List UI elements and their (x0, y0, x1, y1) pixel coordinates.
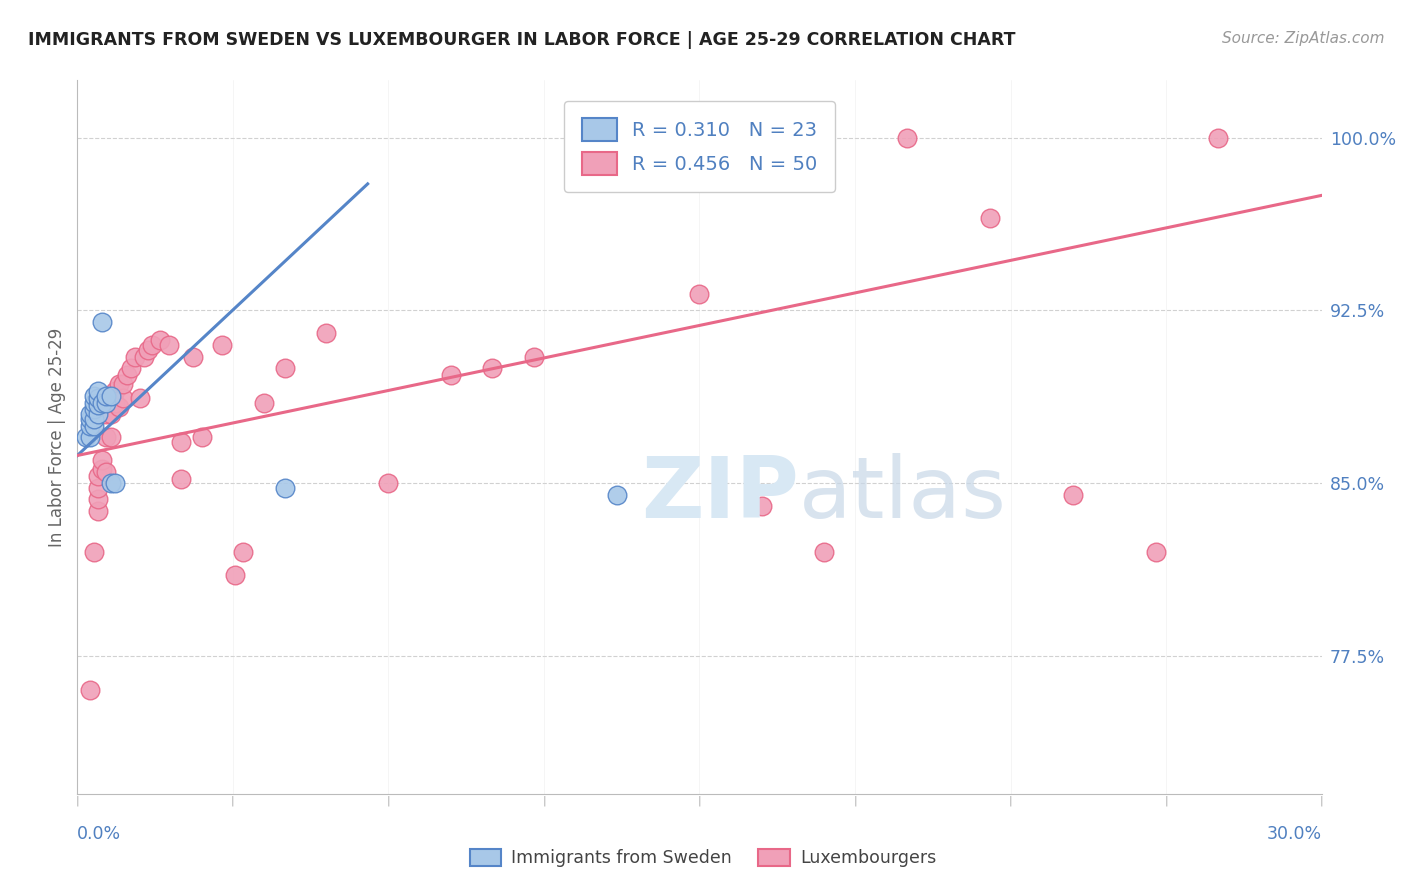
Point (183, 350, 205, 364)
Point (523, 350, 546, 364)
Point (170, 471, 193, 485)
Point (96, 430, 118, 444)
Text: 0.0%: 0.0% (77, 825, 121, 843)
Point (104, 476, 127, 491)
Point (83, 418, 105, 433)
Point (1206, 131, 1229, 145)
Point (91, 453, 114, 467)
Text: 30.0%: 30.0% (1267, 825, 1322, 843)
Point (149, 334, 172, 348)
Point (481, 361, 503, 376)
Point (79, 683, 101, 698)
Point (87, 492, 110, 507)
Point (136, 343, 159, 357)
Point (79, 418, 101, 433)
Point (96, 395, 118, 409)
Text: |: | (697, 796, 702, 806)
Text: |: | (231, 796, 235, 806)
Point (440, 368, 463, 382)
Point (91, 315, 114, 329)
Text: IMMIGRANTS FROM SWEDEN VS LUXEMBOURGER IN LABOR FORCE | AGE 25-29 CORRELATION CH: IMMIGRANTS FROM SWEDEN VS LUXEMBOURGER I… (28, 31, 1015, 49)
Text: ZIP: ZIP (641, 452, 799, 536)
Point (157, 338, 180, 352)
Point (87, 391, 110, 405)
Point (104, 395, 127, 409)
Point (896, 131, 918, 145)
Point (100, 430, 122, 444)
Text: |: | (1008, 796, 1012, 806)
Text: |: | (387, 796, 391, 806)
Point (100, 407, 122, 421)
Text: |: | (853, 796, 856, 806)
Point (191, 430, 214, 444)
Point (377, 476, 399, 491)
Point (87, 481, 110, 495)
Point (111, 391, 134, 405)
Point (100, 389, 122, 403)
Point (91, 462, 114, 476)
Legend: R = 0.310   N = 23, R = 0.456   N = 50: R = 0.310 N = 23, R = 0.456 N = 50 (564, 101, 835, 193)
Point (83, 402, 105, 417)
Point (751, 499, 773, 513)
Point (83, 389, 105, 403)
Point (108, 400, 131, 414)
Point (96, 389, 118, 403)
Point (91, 395, 114, 409)
Point (253, 395, 276, 409)
Point (120, 361, 142, 376)
Point (96, 407, 118, 421)
Point (83, 395, 105, 409)
Point (128, 391, 150, 405)
Point (87, 469, 110, 483)
Point (87, 398, 110, 412)
Point (170, 434, 193, 449)
Point (75, 430, 97, 444)
Point (79, 430, 101, 444)
Point (83, 411, 105, 425)
Point (111, 377, 134, 392)
Point (979, 211, 1001, 226)
Point (132, 350, 155, 364)
Point (104, 384, 127, 398)
Point (108, 377, 131, 392)
Point (141, 338, 163, 352)
Point (274, 481, 297, 495)
Point (79, 407, 101, 421)
Point (606, 488, 628, 502)
Point (232, 545, 254, 559)
Text: |: | (76, 796, 79, 806)
Text: |: | (543, 796, 546, 806)
Point (87, 384, 110, 398)
Point (211, 338, 233, 352)
Point (813, 545, 835, 559)
Point (1144, 545, 1167, 559)
Point (79, 411, 101, 425)
Point (100, 476, 122, 491)
Point (224, 568, 246, 582)
Point (87, 504, 110, 518)
Point (96, 465, 118, 479)
Point (274, 361, 297, 376)
Text: Source: ZipAtlas.com: Source: ZipAtlas.com (1222, 31, 1385, 46)
Text: |: | (1320, 796, 1323, 806)
Y-axis label: In Labor Force | Age 25-29: In Labor Force | Age 25-29 (48, 327, 66, 547)
Point (315, 326, 337, 341)
Text: |: | (1164, 796, 1168, 806)
Point (115, 368, 138, 382)
Point (83, 545, 105, 559)
Point (124, 350, 146, 364)
Legend: Immigrants from Sweden, Luxembourgers: Immigrants from Sweden, Luxembourgers (463, 842, 943, 874)
Text: atlas: atlas (799, 452, 1007, 536)
Point (1062, 488, 1084, 502)
Point (689, 287, 711, 301)
Point (87, 407, 110, 421)
